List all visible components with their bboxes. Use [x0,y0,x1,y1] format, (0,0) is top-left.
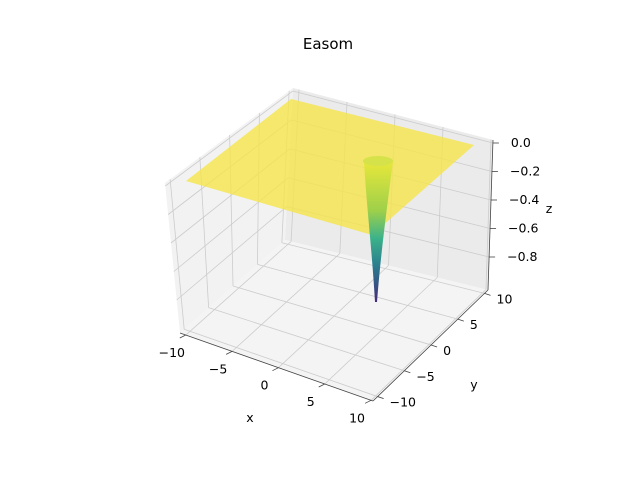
y-tick-label: −10 [390,395,416,410]
x-grid-line [324,277,438,385]
z-grid-line-left [176,206,288,301]
y-tick-mark [377,396,384,399]
x-grid-line [278,265,389,368]
surface-plateau [186,99,474,235]
y-grid-line-back [169,179,185,330]
x-grid-line [231,253,341,352]
x-tick-mark [364,399,372,404]
chart-title: Easom [303,35,353,53]
z-axis-label: z [546,201,553,216]
y-tick-mark [404,370,411,374]
x-tick-mark [272,367,279,372]
y-tick-mark [430,344,438,348]
y-tick-mark [484,292,491,296]
y-tick-label: 5 [470,317,478,332]
pane-floor [180,240,488,401]
y-grid-line [257,264,458,320]
y-tick-label: 0 [443,343,451,358]
y-grid-line [232,285,432,346]
z-tick-label: −0.6 [508,221,538,236]
y-tick-label: 10 [497,291,513,306]
x-tick-label: −5 [209,361,227,376]
x-tick-mark [318,383,325,388]
y-grid-line [208,307,405,372]
y-grid-line [184,328,378,397]
z-tick-label: −0.2 [510,164,540,179]
x-grid-line [185,241,292,336]
y-grid-line [281,242,485,294]
x-tick-label: 10 [349,410,365,425]
y-tick-label: −5 [416,369,434,384]
x-grid-line-back [485,139,492,290]
z-grid-line [292,90,494,144]
x-axis-label: x [246,410,253,425]
x-tick-label: 5 [307,394,315,409]
z-grid-line-left [165,90,294,187]
x-tick-label: −10 [159,345,185,360]
z-tick-label: 0.0 [511,135,531,150]
z-tick-label: −0.4 [509,192,539,207]
x-tick-mark [179,334,186,339]
x-tick-label: 0 [260,378,268,393]
x-grid-line [370,289,487,401]
spike-rim [363,156,393,166]
z-tick-label: −0.8 [507,249,537,264]
surface-minimum-spike [364,161,393,302]
x-tick-mark [225,351,233,355]
y-tick-mark [457,318,464,322]
axis-edges [179,139,494,402]
y-axis-label: y [470,377,478,392]
